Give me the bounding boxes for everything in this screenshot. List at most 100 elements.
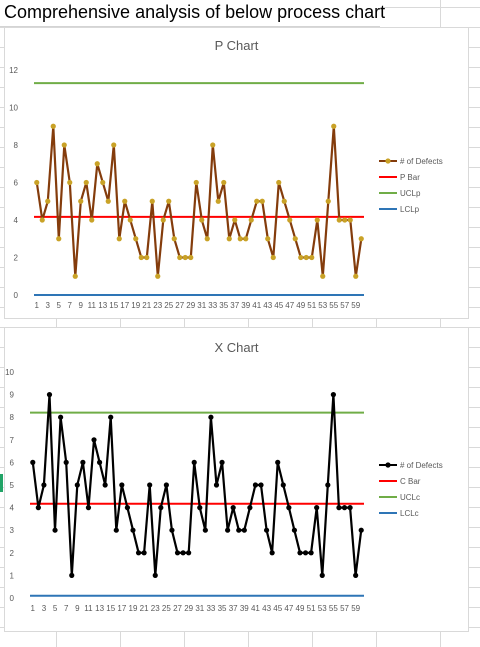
x-tick-label: 59 (351, 604, 360, 613)
y-tick-label: 2 (10, 549, 15, 558)
data-point (302, 550, 309, 556)
y-tick-label: 5 (10, 481, 15, 490)
data-point (319, 572, 325, 578)
sheet-title: Comprehensive analysis of below process … (4, 2, 386, 22)
data-point (113, 527, 119, 533)
data-point (127, 217, 133, 223)
y-tick-label: 0 (14, 291, 19, 300)
data-point (341, 505, 348, 511)
data-point (100, 179, 106, 186)
x-tick-label: 31 (197, 301, 206, 310)
data-point (180, 550, 186, 556)
y-tick-label: 7 (10, 436, 15, 445)
data-point (83, 179, 89, 186)
y-tick-label: 2 (14, 254, 19, 263)
data-point (265, 236, 271, 242)
x-tick-label: 21 (140, 604, 149, 613)
data-point (232, 217, 238, 223)
data-point (358, 527, 364, 533)
data-point (199, 217, 205, 223)
data-point (254, 198, 260, 204)
data-point (225, 527, 231, 533)
x-tick-label: 29 (184, 604, 193, 613)
data-point (297, 550, 303, 556)
data-point (141, 550, 147, 556)
x-tick-label: 23 (153, 301, 162, 310)
data-point (80, 459, 86, 465)
data-point (96, 459, 103, 465)
x-tick-label: 55 (329, 301, 338, 310)
data-point (320, 273, 326, 279)
data-point (102, 482, 108, 488)
x-tick-label: 53 (318, 604, 327, 613)
x-tick-label: 15 (106, 604, 115, 613)
data-point (116, 236, 122, 242)
legend-marker (385, 158, 391, 164)
data-point (169, 527, 175, 533)
data-point (160, 217, 166, 223)
data-point (276, 179, 282, 186)
data-point (52, 527, 58, 533)
x-tick-label: 51 (307, 301, 316, 310)
data-point (287, 217, 293, 223)
data-point (158, 505, 164, 511)
data-point (303, 254, 309, 261)
data-point (269, 550, 275, 556)
data-point (331, 123, 337, 129)
x-chart[interactable]: X Chart 0 1 2 3 4 5 6 7 8 9 10 1 3 5 7 9 11 13 15 17 19 21 23 2… (4, 327, 469, 632)
data-point (309, 254, 315, 261)
y-tick-label: 9 (10, 391, 15, 400)
x-tick-label: 25 (164, 301, 173, 310)
data-point (155, 273, 161, 279)
x-tick-label: 29 (186, 301, 195, 310)
data-point (353, 572, 359, 578)
data-point (163, 482, 169, 488)
x-tick-label: 17 (120, 301, 129, 310)
x-tick-label: 35 (218, 604, 227, 613)
data-point (124, 505, 131, 511)
x-tick-label: 33 (206, 604, 215, 613)
x-tick-label: 11 (88, 301, 97, 310)
y-tick-label: 8 (14, 141, 19, 150)
x-tick-label: 3 (46, 301, 51, 310)
data-point (69, 572, 75, 578)
data-point (353, 273, 359, 279)
data-point (111, 142, 117, 148)
data-point (191, 459, 197, 465)
data-point (241, 527, 247, 533)
x-tick-label: 11 (84, 604, 93, 613)
y-tick-label: 1 (10, 571, 15, 580)
x-tick-label: 21 (142, 301, 151, 310)
data-point (275, 459, 281, 465)
data-point (122, 198, 128, 204)
y-tick-label: 4 (14, 216, 19, 225)
data-point (314, 505, 320, 511)
data-point (61, 142, 67, 148)
legend-label: UCLc (400, 493, 420, 502)
data-point (325, 198, 331, 204)
x-tick-label: 17 (117, 604, 126, 613)
data-point (188, 254, 194, 261)
data-point (56, 236, 62, 242)
legend-marker (385, 462, 391, 468)
data-point (280, 482, 286, 488)
data-point (325, 482, 331, 488)
x-tick-label: 13 (98, 301, 107, 310)
data-point (144, 254, 150, 261)
data-point (230, 505, 236, 511)
title-cell[interactable]: Comprehensive analysis of below process … (0, 0, 385, 27)
x-tick-label: 15 (109, 301, 118, 310)
p-chart[interactable]: P Chart 0 2 4 6 8 10 12 1 3 5 7 9 11 13 15 17 19 21 23 25 27… (4, 27, 469, 319)
x-tick-label: 39 (240, 604, 249, 613)
x-tick-label: 51 (307, 604, 316, 613)
data-point (342, 217, 348, 223)
data-point (215, 198, 221, 204)
y-tick-label: 4 (10, 504, 15, 513)
y-tick-label: 10 (9, 104, 18, 113)
x-tick-label: 1 (35, 301, 40, 310)
x-tick-label: 59 (351, 301, 360, 310)
data-point (147, 482, 153, 488)
y-tick-label: 8 (10, 413, 15, 422)
data-point (119, 482, 125, 488)
